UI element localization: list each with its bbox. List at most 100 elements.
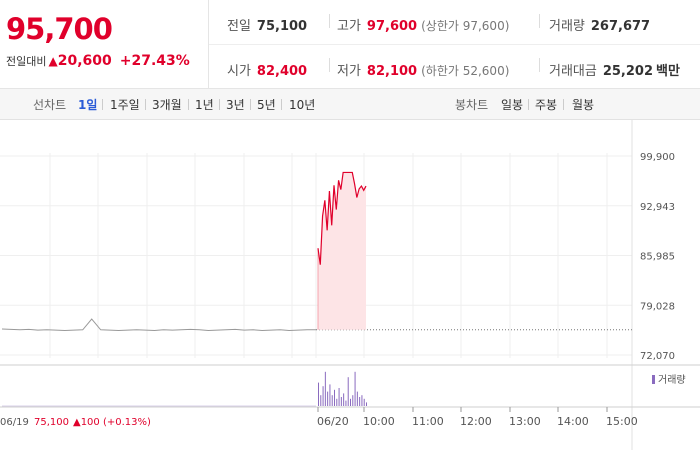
tab-monthly-candle[interactable]: 월봉 (572, 98, 595, 112)
divider (329, 58, 330, 72)
stat-extra: (하한가 52,600) (421, 64, 510, 78)
divider (539, 58, 540, 72)
prev-day-change: ▲100 (+0.13%) (73, 417, 151, 428)
stat-label: 저가 (337, 64, 361, 79)
volume-legend-swatch (652, 375, 655, 384)
divider (563, 99, 564, 110)
divider (209, 44, 700, 45)
candle-chart-label: 봉차트 (455, 98, 489, 112)
today-price-line (317, 171, 367, 265)
y-tick-label: 92,943 (640, 202, 675, 213)
change-amount: 20,600 (57, 53, 112, 69)
change-label: 전일대비 (6, 55, 47, 68)
tab-5year[interactable]: 5년 (257, 98, 276, 112)
stat-prev-close: 전일 75,100 (227, 15, 307, 34)
divider (281, 99, 282, 110)
quote-header: 95,700 전일대비 ▲20,600 +27.43% 전일 75,100 고가 97,… (0, 0, 700, 89)
price-box: 95,700 전일대비 ▲20,600 +27.43% (0, 0, 209, 88)
prev-day-close: 75,100 (34, 417, 69, 428)
volume-bar (354, 371, 356, 406)
stat-value: 82,100 (366, 64, 418, 79)
volume-bar (334, 389, 335, 406)
volume-bar (336, 398, 338, 406)
stat-label: 거래량 (549, 19, 585, 34)
x-tick-label: 14:00 (557, 415, 589, 428)
stat-label: 고가 (337, 19, 361, 34)
divider (145, 99, 146, 110)
stat-low: 저가 82,100 (하한가 52,600) (337, 60, 509, 79)
volume-bar (366, 402, 367, 406)
volume-bar (356, 391, 358, 406)
tab-1week[interactable]: 1주일 (110, 98, 140, 112)
line-chart-label: 선차트 (33, 98, 67, 112)
x-tick-label: 06/20 (317, 415, 349, 428)
divider (102, 99, 103, 110)
volume-legend-label: 거래량 (658, 374, 686, 386)
stat-extra: (상한가 97,600) (421, 19, 510, 33)
tab-1day[interactable]: 1일 (78, 98, 98, 112)
tab-10year[interactable]: 10년 (289, 98, 316, 112)
stat-unit: 백만 (656, 64, 680, 79)
prev-day-date: 06/19 (0, 417, 29, 428)
volume-bar (361, 395, 363, 406)
chart-tab-bar: 선차트 1일 1주일 3개월 1년 3년 5년 10년 봉차트 일봉 주봉 월봉 (0, 89, 700, 120)
volume-bar (338, 388, 340, 406)
tab-3month[interactable]: 3개월 (152, 98, 182, 112)
tab-3year[interactable]: 3년 (226, 98, 245, 112)
x-tick-label: 11:00 (412, 415, 444, 428)
volume-bar (329, 384, 331, 406)
divider (329, 14, 330, 28)
price-change: 전일대비 ▲20,600 +27.43% (6, 53, 190, 69)
y-tick-label: 99,900 (640, 152, 675, 163)
x-tick-label: 13:00 (509, 415, 541, 428)
y-tick-label: 79,028 (640, 301, 675, 312)
stat-value: 267,677 (590, 19, 651, 34)
x-tick-label: 15:00 (606, 415, 638, 428)
stat-amount: 거래대금 25,202 백만 (549, 60, 680, 79)
stat-volume: 거래량 267,677 (549, 15, 650, 34)
volume-bar (352, 395, 354, 406)
volume-bar (350, 398, 351, 406)
stat-label: 시가 (227, 64, 251, 79)
volume-bar (345, 400, 347, 406)
volume-bar (320, 395, 322, 406)
up-arrow-icon: ▲ (48, 54, 58, 68)
volume-bar (318, 382, 319, 406)
volume-bar (331, 395, 333, 406)
volume-bar (322, 386, 324, 406)
current-price: 95,700 (6, 12, 113, 46)
x-tick-label: 10:00 (363, 415, 395, 428)
stats-panel: 전일 75,100 고가 97,600 (상한가 97,600) 거래량 267,677… (209, 0, 700, 88)
x-tick-label: 12:00 (460, 415, 492, 428)
divider (219, 99, 220, 110)
y-tick-label: 72,070 (640, 351, 675, 362)
tab-weekly-candle[interactable]: 주봉 (535, 98, 558, 112)
divider (539, 14, 540, 28)
volume-bar (343, 393, 345, 406)
stat-value: 25,202 (602, 64, 654, 79)
tab-daily-candle[interactable]: 일봉 (501, 98, 524, 112)
volume-bar (327, 391, 329, 406)
volume-bar (324, 371, 326, 406)
y-tick-label: 85,985 (640, 252, 675, 263)
prev-day-line (1, 318, 316, 331)
volume-bar (363, 398, 365, 406)
stat-value: 75,100 (256, 19, 308, 34)
tab-1year[interactable]: 1년 (195, 98, 214, 112)
volume-bar (340, 397, 342, 406)
divider (188, 99, 189, 110)
divider (250, 99, 251, 110)
price-chart: 99,900 92,943 85,985 79,028 72,070 06/20 10:0… (0, 120, 700, 450)
today-area-fill (318, 172, 366, 330)
stat-high: 고가 97,600 (상한가 97,600) (337, 15, 509, 34)
volume-bar (347, 377, 349, 406)
stat-open: 시가 82,400 (227, 60, 307, 79)
volume-bar (359, 397, 361, 406)
divider (528, 99, 529, 110)
stat-value: 97,600 (366, 19, 418, 34)
chart-svg: 99,900 92,943 85,985 79,028 72,070 06/20 10:0… (0, 120, 700, 450)
stat-value: 82,400 (256, 64, 308, 79)
stat-label: 거래대금 (549, 64, 597, 79)
change-percent: +27.43% (119, 53, 190, 69)
stat-label: 전일 (227, 19, 251, 34)
